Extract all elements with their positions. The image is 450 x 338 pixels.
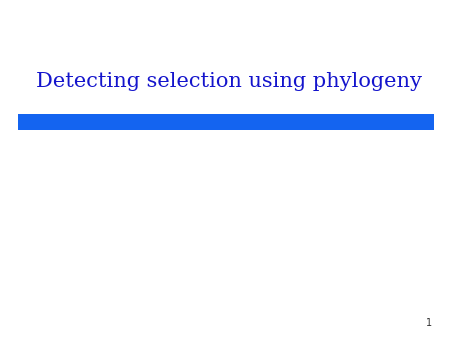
Text: 1: 1 (426, 318, 432, 328)
Text: Detecting selection using phylogeny: Detecting selection using phylogeny (36, 72, 422, 91)
Bar (18, 114, 434, 130)
